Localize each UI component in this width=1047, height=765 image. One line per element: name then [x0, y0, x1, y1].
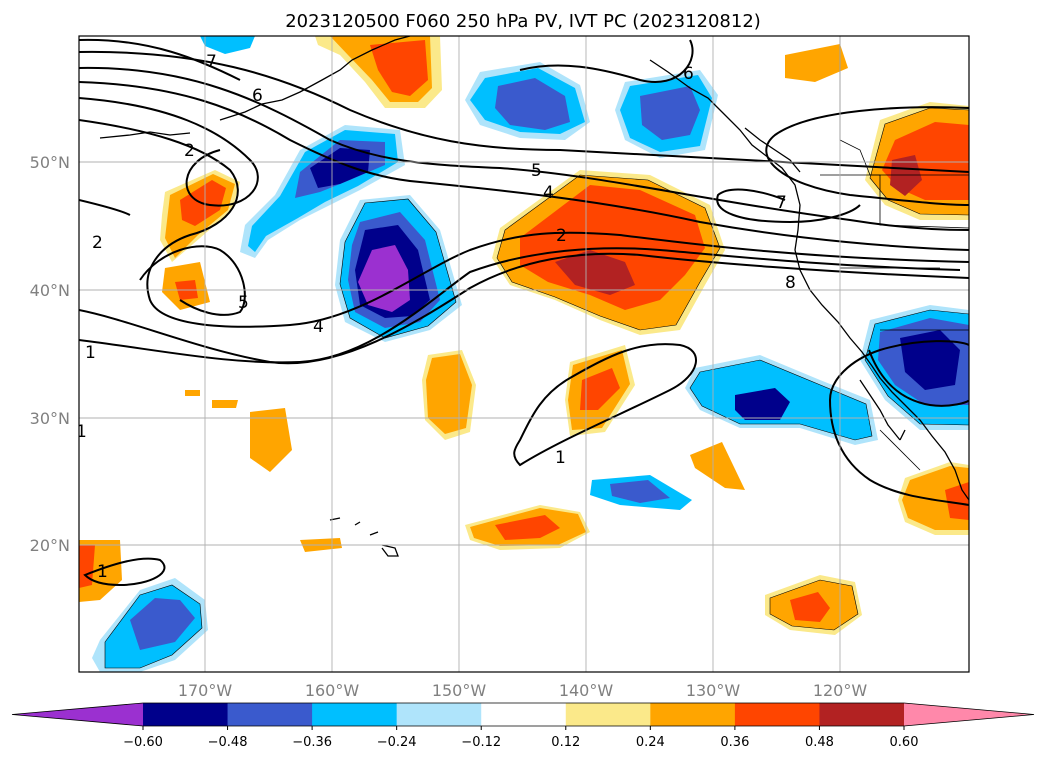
colorbar-tick-label: −0.24	[377, 735, 417, 750]
contour-label: 2	[92, 233, 103, 253]
colorbar-extend-low	[12, 703, 143, 726]
contour-label: 1	[555, 448, 566, 468]
colorbar-tick-label: −0.36	[292, 735, 332, 750]
colorbar-swatch	[227, 703, 313, 726]
colorbar-swatch	[143, 703, 229, 726]
colorbar-tick-label: 0.24	[636, 735, 665, 750]
lon-label: 130°W	[686, 681, 741, 700]
lon-label: 170°W	[178, 681, 233, 700]
contour-labels: 7 6 2 2 5 4 2 5 4 1 1 1 1 8 6 7	[76, 52, 796, 582]
colorbar-extend-high	[904, 703, 1034, 726]
colorbar-tick-label: −0.12	[461, 735, 501, 750]
pv-outline-contours	[104, 107, 969, 669]
contour-label: 2	[184, 141, 195, 161]
pv-shading	[79, 36, 969, 672]
colorbar-swatch	[481, 703, 567, 726]
longitude-labels: 170°W 160°W 150°W 140°W 130°W 120°W	[178, 681, 868, 700]
lat-label: 40°N	[30, 281, 70, 300]
lon-label: 140°W	[559, 681, 614, 700]
colorbar-tick-label: 0.48	[805, 735, 834, 750]
map-title: 2023120500 F060 250 hPa PV, IVT PC (2023…	[285, 11, 761, 32]
colorbar-swatch	[396, 703, 482, 726]
map-frame	[78, 35, 970, 673]
contour-label: 6	[683, 64, 694, 84]
colorbar-swatch	[819, 703, 905, 726]
colorbar-swatch	[650, 703, 736, 726]
colorbar-tick-label: −0.48	[208, 735, 248, 750]
contour-label: 4	[313, 317, 324, 337]
contour-label: 1	[97, 562, 108, 582]
lon-label: 120°W	[813, 681, 868, 700]
lat-label: 30°N	[30, 409, 70, 428]
colorbar-swatch	[312, 703, 398, 726]
contour-label: 7	[776, 193, 787, 213]
contour-label: 6	[252, 86, 263, 106]
colorbar-swatch	[734, 703, 820, 726]
colorbar-tick-label: 0.60	[890, 735, 919, 750]
contour-label: 7	[206, 52, 217, 72]
lat-label: 50°N	[30, 153, 70, 172]
contour-label: 2	[556, 226, 567, 246]
colorbar-tick-label: −0.60	[123, 735, 163, 750]
contour-label: 4	[543, 183, 554, 203]
contour-label: 5	[238, 293, 249, 313]
map-panel: 7 6 2 2 5 4 2 5 4 1 1 1 1 8 6 7	[76, 36, 969, 672]
contour-label: 5	[531, 161, 542, 181]
colorbar: −0.60 −0.48 −0.36 −0.24 −0.12 0.12 0.24 0.36 0.4…	[11, 702, 1035, 750]
colorbar-tick-label: 0.12	[551, 735, 580, 750]
gridlines	[79, 36, 969, 672]
lon-label: 150°W	[432, 681, 487, 700]
contour-label: 8	[785, 273, 796, 293]
contour-label: 1	[85, 343, 96, 363]
colorbar-tick-label: 0.36	[720, 735, 749, 750]
colorbar-swatch	[565, 703, 651, 726]
lon-label: 160°W	[305, 681, 360, 700]
contour-label: 1	[76, 422, 87, 442]
latitude-labels: 50°N 40°N 30°N 20°N	[30, 153, 70, 555]
lat-label: 20°N	[30, 536, 70, 555]
